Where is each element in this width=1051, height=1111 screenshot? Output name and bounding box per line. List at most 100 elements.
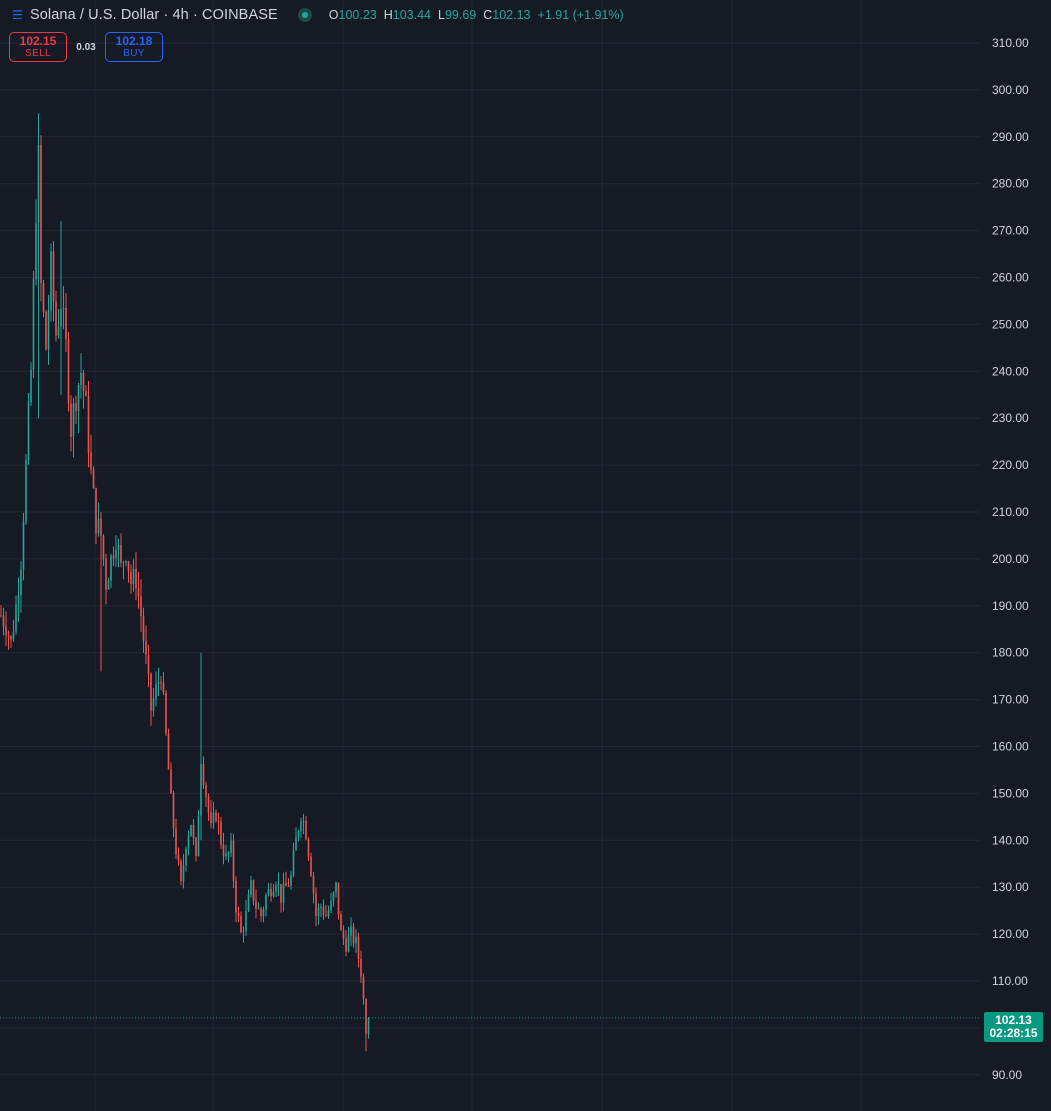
- buy-button[interactable]: 102.18 BUY: [105, 32, 163, 62]
- candle-body: [137, 588, 140, 597]
- y-axis-tick-label: 150.00: [992, 786, 1029, 800]
- buy-price: 102.18: [115, 34, 153, 48]
- candle-body: [97, 518, 100, 534]
- candle-body: [177, 854, 180, 861]
- quick-trade-panel: 102.15 SELL 0.03 102.18 BUY: [9, 32, 163, 62]
- candle-body: [265, 895, 267, 910]
- candle-body: [72, 403, 75, 437]
- y-axis-tick-label: 180.00: [992, 646, 1029, 660]
- candle-body: [207, 796, 210, 813]
- candle-body: [240, 915, 242, 933]
- candle-body: [82, 372, 85, 392]
- candle-body: [117, 545, 120, 550]
- candle-body: [12, 631, 15, 640]
- candle-body: [167, 733, 170, 770]
- candle-body: [190, 824, 192, 836]
- y-axis-tick-label: 300.00: [992, 83, 1029, 97]
- low-label: L: [438, 8, 445, 22]
- y-axis-tick-label: 110.00: [992, 974, 1028, 988]
- candle-body: [187, 835, 190, 849]
- candle-body: [217, 820, 220, 822]
- candle-body: [115, 549, 117, 559]
- ohlc-values: O 100.23 H 103.44 L 99.69 C 102.13 +1.91…: [329, 8, 631, 22]
- candle-body: [125, 561, 127, 563]
- candle-body: [10, 636, 12, 640]
- candle-body: [40, 144, 42, 284]
- candle-body: [312, 875, 315, 894]
- candle-body: [320, 906, 322, 908]
- hamburger-menu-icon[interactable]: ☰: [12, 8, 23, 22]
- candle-body: [205, 784, 207, 797]
- candle-body: [140, 596, 142, 617]
- candle-body: [257, 908, 260, 910]
- candle-body: [347, 935, 350, 952]
- candle-body: [197, 815, 200, 857]
- candle-body: [295, 836, 297, 851]
- candle-body: [7, 635, 10, 637]
- candle-body: [32, 279, 35, 370]
- bar-countdown: 02:28:15: [989, 1026, 1038, 1040]
- candle-body: [275, 885, 277, 892]
- candle-body: [145, 640, 147, 655]
- candle-body: [165, 692, 167, 734]
- candle-body: [332, 892, 335, 901]
- candle-body: [50, 251, 52, 312]
- candle-body: [212, 812, 215, 824]
- spread-value: 0.03: [76, 41, 96, 53]
- y-axis-tick-label: 200.00: [992, 552, 1029, 566]
- candle-body: [45, 311, 47, 350]
- current-price-value: 102.13: [995, 1013, 1032, 1027]
- candle-body: [202, 764, 205, 785]
- candle-body: [215, 812, 217, 821]
- candle-body: [35, 223, 37, 280]
- candle-body: [360, 958, 362, 977]
- candle-body: [95, 488, 97, 534]
- candle-body: [122, 562, 125, 564]
- candle-body: [335, 882, 337, 893]
- candle-body: [210, 812, 212, 824]
- candle-body: [270, 888, 272, 897]
- candle-body: [337, 882, 340, 915]
- candle-body: [152, 698, 155, 711]
- change-value: +1.91 (+1.91%): [537, 8, 624, 22]
- candle-body: [195, 837, 197, 857]
- candle-body: [147, 654, 150, 674]
- candle-body: [350, 926, 352, 936]
- candle-body: [70, 403, 72, 437]
- candle-body: [232, 840, 235, 881]
- candle-body: [280, 884, 282, 903]
- candle-body: [225, 853, 227, 857]
- candle-body: [37, 144, 40, 224]
- candle-body: [250, 880, 252, 895]
- candle-body: [300, 821, 302, 832]
- candle-body: [90, 452, 92, 470]
- candle-body: [135, 568, 137, 589]
- y-axis-tick-label: 120.00: [992, 927, 1029, 941]
- high-value: 103.44: [392, 8, 432, 22]
- candle-body: [185, 848, 187, 866]
- y-axis-tick-label: 210.00: [992, 505, 1029, 519]
- y-axis-tick-label: 240.00: [992, 364, 1029, 378]
- candle-body: [142, 616, 145, 641]
- sell-button[interactable]: 102.15 SELL: [9, 32, 67, 62]
- candle-body: [357, 936, 360, 959]
- candle-body: [227, 852, 230, 854]
- candle-body: [260, 908, 262, 916]
- y-axis-tick-label: 280.00: [992, 177, 1029, 191]
- candle-body: [0, 615, 2, 617]
- candle-body: [20, 569, 22, 595]
- y-axis-tick-label: 260.00: [992, 271, 1029, 285]
- candle-body: [160, 682, 162, 684]
- y-axis-tick-label: 190.00: [992, 599, 1029, 613]
- candle-body: [285, 882, 287, 886]
- candle-body: [42, 283, 45, 312]
- candle-body: [107, 580, 110, 590]
- candle-body: [65, 307, 67, 340]
- candle-body: [175, 828, 177, 855]
- symbol-title[interactable]: Solana / U.S. Dollar · 4h · COINBASE: [30, 7, 278, 23]
- y-axis-tick-label: 140.00: [992, 833, 1029, 847]
- sell-price: 102.15: [19, 34, 57, 48]
- candle-body: [340, 914, 342, 931]
